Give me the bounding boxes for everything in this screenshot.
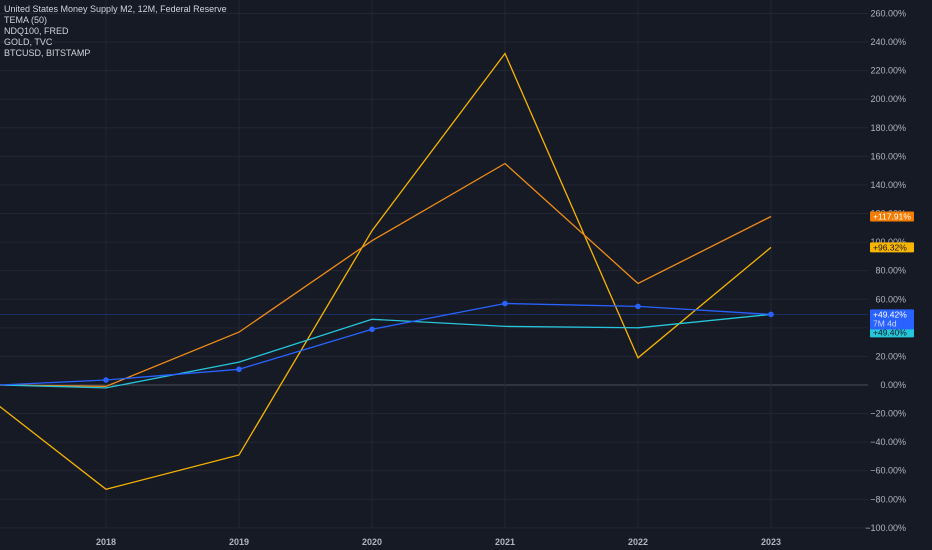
- price-label-bg: [870, 242, 914, 253]
- legend-item-gold[interactable]: GOLD, TVC: [4, 37, 53, 47]
- legend-item-tema[interactable]: TEMA (50): [4, 15, 48, 25]
- y-tick-label: −60.00%: [870, 466, 906, 476]
- x-tick-label: 2020: [362, 537, 382, 547]
- y-tick-label: 80.00%: [875, 266, 906, 276]
- x-tick-label: 2023: [761, 537, 781, 547]
- series-point[interactable]: [768, 311, 774, 318]
- x-tick-label: 2021: [495, 537, 515, 547]
- y-tick-label: −20.00%: [870, 409, 906, 419]
- series-point[interactable]: [635, 303, 641, 310]
- legend: United States Money Supply M2, 12M, Fede…: [4, 4, 227, 59]
- series-point[interactable]: [369, 326, 375, 333]
- price-label-bg: [870, 309, 914, 330]
- x-tick-label: 2018: [96, 537, 116, 547]
- y-tick-label: 260.00%: [870, 8, 906, 18]
- y-tick-label: 180.00%: [870, 123, 906, 133]
- series-line-2[interactable]: [0, 313, 772, 389]
- series-point[interactable]: [502, 300, 508, 307]
- price-label: +49.40%: [873, 327, 907, 337]
- y-tick-label: 240.00%: [870, 37, 906, 47]
- y-tick-label: 200.00%: [870, 94, 906, 104]
- series-line-1[interactable]: [0, 162, 772, 388]
- y-tick-label: −40.00%: [870, 437, 906, 447]
- series-point[interactable]: [103, 377, 109, 383]
- price-label: +96.32%: [873, 242, 907, 252]
- legend-item-btcusd[interactable]: BTCUSD, BITSTAMP: [4, 48, 91, 58]
- price-label-bg: [870, 327, 914, 338]
- y-tick-label: −100.00%: [865, 523, 906, 533]
- y-tick-label: −80.00%: [870, 494, 906, 504]
- price-label: +49.42%: [873, 309, 907, 319]
- y-tick-label: 60.00%: [875, 294, 906, 304]
- y-tick-label: 0.00%: [880, 380, 906, 390]
- x-tick-label: 2019: [229, 537, 249, 547]
- price-label: +117.91%: [873, 212, 911, 222]
- y-tick-label: 20.00%: [875, 351, 906, 361]
- x-tick-label: 2022: [628, 537, 648, 547]
- y-tick-label: 220.00%: [870, 66, 906, 76]
- price-label-bg: [870, 211, 914, 222]
- y-tick-label: 140.00%: [870, 180, 906, 190]
- price-label-countdown: 7M 4d: [873, 318, 897, 328]
- y-tick-label: 100.00%: [870, 237, 906, 247]
- series-point[interactable]: [236, 366, 242, 373]
- legend-item-ndq100[interactable]: NDQ100, FRED: [4, 26, 69, 36]
- y-tick-label: 160.00%: [870, 151, 906, 161]
- legend-item-m2[interactable]: United States Money Supply M2, 12M, Fede…: [4, 4, 227, 14]
- series-line-0[interactable]: [0, 52, 772, 491]
